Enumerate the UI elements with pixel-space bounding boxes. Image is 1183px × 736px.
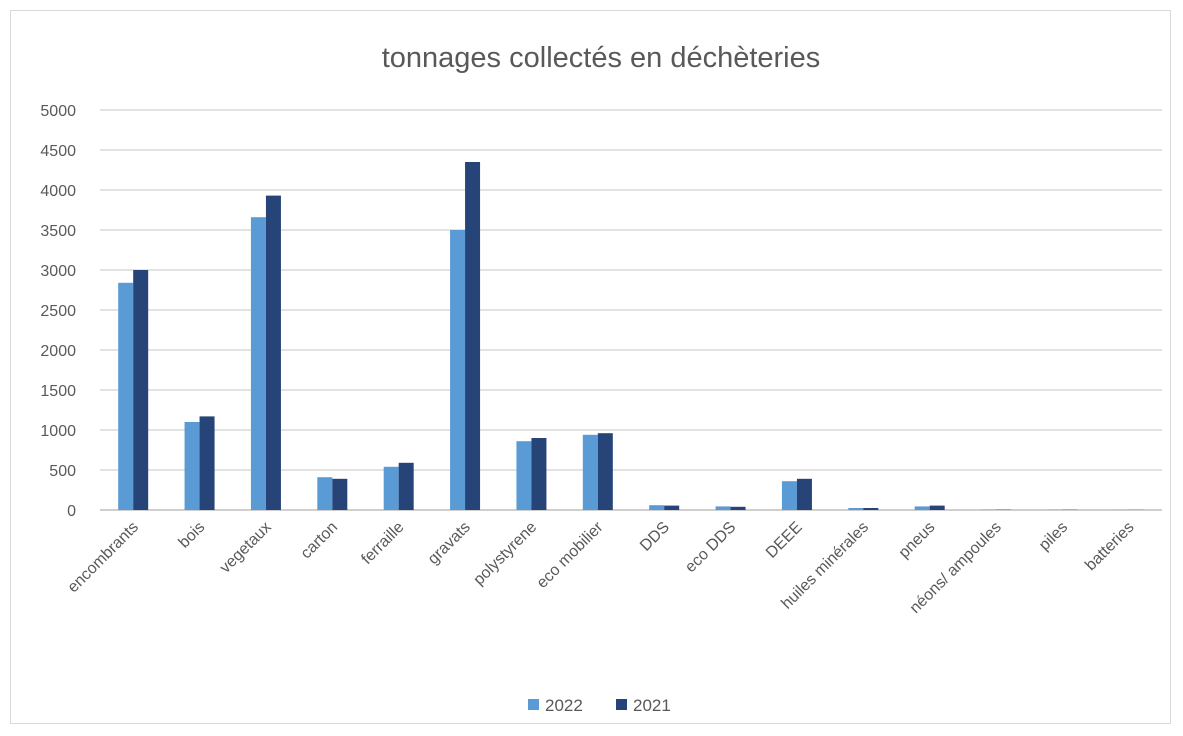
x-tick-label: encombrants (65, 519, 142, 596)
x-tick-label: ferraille (358, 519, 407, 568)
y-tick-label: 3500 (40, 223, 76, 240)
legend: 2022 2021 (528, 696, 671, 715)
bar-2021-11 (863, 508, 879, 510)
bar-2022-6 (516, 441, 532, 510)
bar-2022-11 (848, 508, 864, 510)
x-tick-label: vegetaux (217, 519, 275, 577)
bar-2021-8 (664, 505, 680, 510)
x-tick-label: eco mobilier (534, 518, 607, 591)
bar-2022-9 (715, 506, 731, 510)
bar-2021-5 (465, 162, 481, 510)
y-tick-label: 2000 (40, 343, 76, 360)
bar-2022-10 (781, 481, 797, 510)
bar-2021-12 (929, 505, 945, 510)
y-tick-label: 1000 (40, 423, 76, 440)
x-tick-label: bois (176, 519, 209, 552)
x-tick-label: polystyrene (470, 519, 540, 589)
x-axis: encombrants bois vegetaux carton ferraille gr… (65, 518, 1138, 617)
bar-2021-3 (332, 478, 348, 510)
x-tick-label: batteries (1082, 519, 1137, 574)
bar-2022-1 (184, 422, 200, 510)
bar-2022-5 (450, 230, 466, 510)
legend-label-2021: 2021 (633, 696, 671, 715)
chart-title: tonnages collectés en déchèteries (382, 42, 821, 74)
x-tick-label: piles (1036, 519, 1071, 554)
x-tick-label: DEEE (763, 519, 806, 562)
y-tick-label: 1500 (40, 383, 76, 400)
x-tick-label: eco DDS (682, 519, 739, 576)
x-tick-label: pneus (896, 519, 939, 562)
chart-area (10, 10, 1171, 724)
bar-2021-2 (265, 195, 281, 510)
x-tick-label: DDS (637, 519, 673, 555)
bar-2022-7 (582, 434, 598, 510)
bar-2021-1 (199, 416, 215, 510)
y-tick-label: 500 (49, 463, 76, 480)
bar-2021-0 (133, 270, 149, 510)
y-axis: 0 500 1000 1500 2000 2500 3000 3500 4000 4500 5000 (40, 103, 76, 520)
bars (118, 162, 1144, 510)
bar-2022-3 (317, 477, 333, 510)
bar-2022-8 (649, 505, 665, 510)
y-tick-label: 2500 (40, 303, 76, 320)
bar-2021-10 (796, 478, 812, 510)
legend-swatch-2022 (528, 699, 539, 710)
legend-swatch-2021 (616, 699, 627, 710)
bar-2022-4 (383, 466, 399, 510)
y-tick-label: 4500 (40, 143, 76, 160)
y-tick-label: 5000 (40, 103, 76, 120)
bar-2021-9 (730, 506, 746, 510)
bar-2021-4 (398, 462, 414, 510)
y-tick-label: 4000 (40, 183, 76, 200)
y-tick-label: 0 (67, 503, 76, 520)
bar-2022-12 (914, 506, 930, 510)
bar-2021-7 (597, 433, 613, 510)
y-tick-label: 3000 (40, 263, 76, 280)
bar-2022-2 (250, 217, 266, 510)
x-tick-label: carton (298, 519, 341, 562)
bar-2021-6 (531, 438, 547, 510)
bar-2022-0 (118, 282, 134, 510)
x-tick-label: gravats (425, 519, 474, 568)
legend-label-2022: 2022 (545, 696, 583, 715)
